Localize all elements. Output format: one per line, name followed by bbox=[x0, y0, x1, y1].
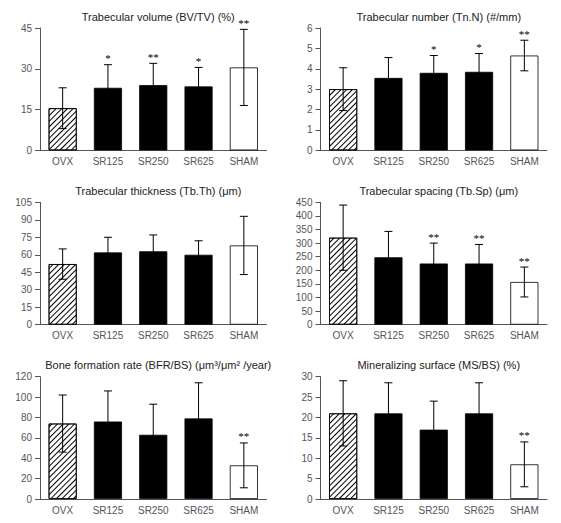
svg-text:5: 5 bbox=[307, 43, 313, 54]
svg-text:SHAM: SHAM bbox=[229, 330, 258, 341]
svg-text:2: 2 bbox=[307, 104, 313, 115]
svg-text:6: 6 bbox=[307, 23, 313, 34]
svg-text:SR125: SR125 bbox=[373, 156, 404, 167]
svg-text:10: 10 bbox=[301, 453, 313, 464]
svg-text:450: 450 bbox=[296, 197, 313, 208]
svg-text:**: ** bbox=[148, 51, 159, 63]
svg-text:0: 0 bbox=[307, 145, 313, 156]
svg-text:OVX: OVX bbox=[52, 505, 73, 516]
svg-text:Trabecular spacing (Tb.Sp) (μm: Trabecular spacing (Tb.Sp) (μm) bbox=[359, 185, 518, 197]
svg-text:5: 5 bbox=[307, 473, 313, 484]
svg-text:OVX: OVX bbox=[52, 156, 73, 167]
svg-text:**: ** bbox=[238, 430, 249, 442]
svg-text:105: 105 bbox=[15, 197, 32, 208]
svg-text:100: 100 bbox=[296, 292, 313, 303]
svg-text:**: ** bbox=[238, 17, 249, 29]
svg-text:SR625: SR625 bbox=[183, 330, 214, 341]
svg-text:150: 150 bbox=[296, 278, 313, 289]
svg-text:**: ** bbox=[519, 28, 530, 40]
svg-text:0: 0 bbox=[26, 319, 32, 330]
svg-text:0: 0 bbox=[307, 494, 313, 505]
svg-text:4: 4 bbox=[307, 63, 313, 74]
svg-text:*: * bbox=[105, 52, 111, 64]
svg-text:SR625: SR625 bbox=[464, 505, 495, 516]
svg-text:0: 0 bbox=[26, 494, 32, 505]
svg-text:*: * bbox=[476, 41, 482, 53]
svg-text:**: ** bbox=[474, 232, 485, 244]
svg-text:SHAM: SHAM bbox=[510, 330, 539, 341]
svg-text:15: 15 bbox=[21, 302, 33, 313]
svg-text:SHAM: SHAM bbox=[510, 156, 539, 167]
svg-text:30: 30 bbox=[301, 371, 313, 382]
svg-text:50: 50 bbox=[301, 306, 313, 317]
svg-text:45: 45 bbox=[21, 23, 33, 34]
svg-text:OVX: OVX bbox=[52, 330, 73, 341]
svg-text:**: ** bbox=[519, 429, 530, 441]
svg-text:400: 400 bbox=[296, 210, 313, 221]
svg-text:SR125: SR125 bbox=[93, 505, 124, 516]
svg-text:25: 25 bbox=[301, 392, 313, 403]
svg-text:90: 90 bbox=[21, 214, 33, 225]
svg-text:80: 80 bbox=[21, 412, 33, 423]
svg-text:SR125: SR125 bbox=[93, 330, 124, 341]
svg-text:SR250: SR250 bbox=[138, 505, 169, 516]
svg-text:SR250: SR250 bbox=[418, 156, 449, 167]
svg-text:45: 45 bbox=[21, 267, 33, 278]
svg-text:20: 20 bbox=[21, 473, 33, 484]
svg-text:75: 75 bbox=[21, 232, 33, 243]
svg-text:1: 1 bbox=[307, 124, 313, 135]
svg-text:15: 15 bbox=[21, 104, 33, 115]
svg-text:SR125: SR125 bbox=[373, 330, 404, 341]
svg-text:SR250: SR250 bbox=[138, 330, 169, 341]
svg-text:300: 300 bbox=[296, 238, 313, 249]
svg-text:0: 0 bbox=[26, 145, 32, 156]
svg-text:SR625: SR625 bbox=[464, 156, 495, 167]
svg-text:100: 100 bbox=[15, 392, 32, 403]
svg-text:OVX: OVX bbox=[333, 505, 354, 516]
svg-text:40: 40 bbox=[21, 453, 33, 464]
svg-text:SHAM: SHAM bbox=[229, 505, 258, 516]
svg-text:60: 60 bbox=[21, 432, 33, 443]
svg-text:200: 200 bbox=[296, 265, 313, 276]
svg-text:SR250: SR250 bbox=[418, 330, 449, 341]
svg-text:SR250: SR250 bbox=[138, 156, 169, 167]
svg-text:OVX: OVX bbox=[333, 156, 354, 167]
svg-text:350: 350 bbox=[296, 224, 313, 235]
svg-text:OVX: OVX bbox=[333, 330, 354, 341]
svg-text:Bone formation rate (BFR/BS) (: Bone formation rate (BFR/BS) (μm³/μm² /y… bbox=[45, 359, 271, 371]
svg-text:250: 250 bbox=[296, 251, 313, 262]
svg-text:Trabecular thickness (Tb.Th) (: Trabecular thickness (Tb.Th) (μm) bbox=[75, 185, 241, 197]
svg-text:60: 60 bbox=[21, 249, 33, 260]
svg-text:SR125: SR125 bbox=[373, 505, 404, 516]
svg-text:Trabecular number (Tn.N) (#/mm: Trabecular number (Tn.N) (#/mm) bbox=[356, 11, 521, 23]
svg-text:20: 20 bbox=[301, 412, 313, 423]
svg-text:*: * bbox=[431, 43, 437, 55]
svg-text:SR625: SR625 bbox=[464, 330, 495, 341]
svg-text:Mineralizing surface (MS/BS) (: Mineralizing surface (MS/BS) (%) bbox=[357, 359, 520, 371]
svg-text:SR250: SR250 bbox=[418, 505, 449, 516]
svg-text:*: * bbox=[196, 55, 202, 67]
svg-text:SR625: SR625 bbox=[183, 505, 214, 516]
svg-text:SHAM: SHAM bbox=[510, 505, 539, 516]
svg-text:120: 120 bbox=[15, 371, 32, 382]
svg-text:15: 15 bbox=[301, 432, 313, 443]
svg-text:SHAM: SHAM bbox=[229, 156, 258, 167]
svg-text:30: 30 bbox=[21, 63, 33, 74]
svg-text:3: 3 bbox=[307, 84, 313, 95]
svg-text:Trabecular volume (BV/TV) (%): Trabecular volume (BV/TV) (%) bbox=[82, 11, 235, 23]
svg-text:**: ** bbox=[519, 255, 530, 267]
svg-text:SR125: SR125 bbox=[93, 156, 124, 167]
svg-text:30: 30 bbox=[21, 284, 33, 295]
svg-text:0: 0 bbox=[307, 319, 313, 330]
svg-text:**: ** bbox=[428, 231, 439, 243]
svg-text:SR625: SR625 bbox=[183, 156, 214, 167]
